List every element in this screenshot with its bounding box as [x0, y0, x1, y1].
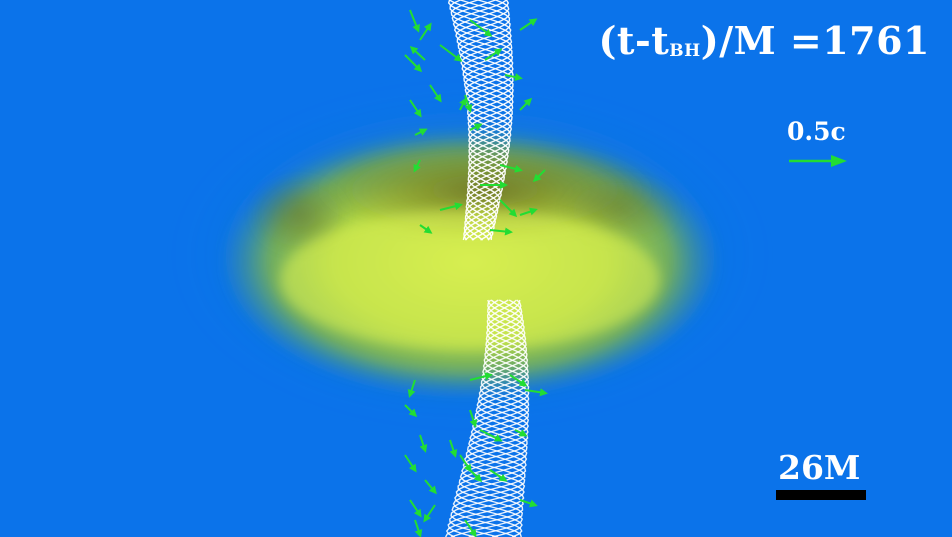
velocity-arrow	[424, 479, 437, 495]
velocity-arrow	[414, 128, 428, 136]
velocity-arrow	[409, 99, 422, 118]
field-line	[456, 0, 514, 241]
velocity-arrow	[459, 454, 472, 473]
velocity-arrow	[409, 499, 422, 518]
velocity-arrow	[419, 434, 428, 453]
field-line	[452, 0, 514, 241]
velocity-arrow	[514, 429, 528, 437]
velocity-arrow	[407, 379, 416, 398]
velocity-arrow	[409, 9, 420, 33]
velocity-arrow	[469, 469, 483, 483]
velocity-arrow	[519, 18, 538, 31]
velocity-arrow	[429, 84, 442, 103]
velocity-arrow	[423, 504, 436, 523]
scale-label: 26M	[778, 448, 861, 487]
velocity-reference-arrow	[789, 155, 847, 167]
velocity-arrow	[469, 372, 493, 381]
velocity-arrow	[449, 439, 458, 458]
velocity-arrow	[404, 54, 423, 73]
field-line	[451, 0, 514, 241]
velocity-arrows	[404, 9, 548, 537]
velocity-arrow	[519, 97, 533, 111]
field-line	[454, 299, 530, 537]
velocity-arrow	[499, 164, 523, 173]
velocity-arrow	[484, 48, 503, 61]
velocity-arrow	[414, 519, 423, 537]
velocity-arrow	[499, 199, 518, 218]
time-label: (t-tBH)/M =1761	[598, 18, 930, 63]
velocity-arrow	[469, 123, 483, 131]
velocity-arrow	[419, 224, 433, 234]
velocity-arrow	[404, 454, 417, 473]
velocity-reference-label: 0.5c	[787, 117, 846, 146]
velocity-arrow	[532, 169, 546, 183]
jet-magnetic-field-lines-bottom	[444, 299, 530, 537]
velocity-arrow	[464, 519, 477, 537]
accretion-disk	[170, 80, 770, 430]
velocity-arrow	[489, 227, 513, 236]
field-line	[453, 0, 514, 241]
velocity-arrow	[519, 499, 538, 508]
time-suffix: )/M	[700, 18, 777, 63]
field-line	[450, 299, 530, 537]
field-line	[455, 0, 514, 241]
field-line	[450, 0, 514, 241]
velocity-arrow	[504, 73, 523, 81]
field-line	[450, 299, 529, 537]
field-line	[447, 299, 530, 537]
velocity-arrow	[469, 19, 493, 37]
time-equals: =	[789, 18, 823, 63]
time-prefix: (t-t	[598, 18, 670, 63]
velocity-arrow	[469, 409, 478, 428]
velocity-arrow	[413, 159, 421, 173]
velocity-arrow	[489, 469, 508, 482]
field-line	[449, 299, 529, 537]
velocity-arrow	[509, 374, 528, 387]
velocity-arrow	[459, 97, 467, 111]
field-line	[447, 0, 514, 241]
time-value: 1761	[822, 18, 930, 63]
velocity-arrow	[404, 404, 418, 418]
field-line	[449, 0, 514, 241]
velocity-arrow	[409, 45, 426, 61]
field-line	[449, 0, 514, 241]
velocity-arrow	[439, 202, 463, 211]
velocity-arrow	[524, 388, 548, 397]
field-line	[455, 299, 530, 537]
time-subscript: BH	[669, 41, 701, 61]
field-line	[457, 0, 514, 241]
velocity-arrow	[519, 207, 538, 216]
scale-bar	[776, 490, 866, 500]
jet-magnetic-field-lines-top-sharp	[447, 0, 514, 241]
velocity-arrow	[419, 22, 432, 41]
velocity-arrow	[439, 44, 463, 62]
velocity-arrow	[479, 429, 503, 442]
